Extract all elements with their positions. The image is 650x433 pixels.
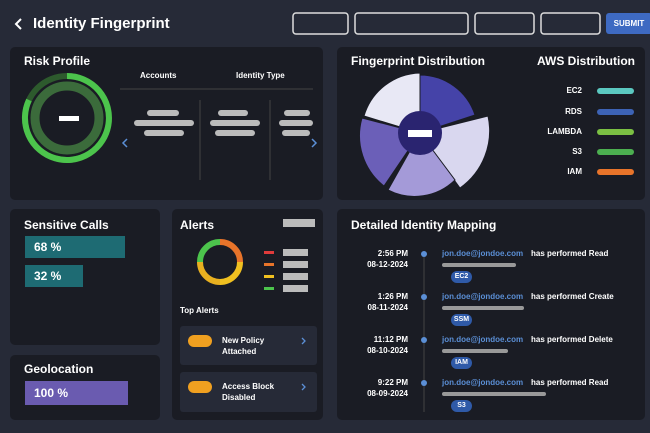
entry-time: 9:22 PM xyxy=(377,378,408,387)
entry-action: has performed Read xyxy=(531,249,609,258)
entry-action: has performed Create xyxy=(531,292,614,301)
percent-bar xyxy=(25,236,125,258)
panel xyxy=(337,209,645,420)
percent-label: 68 % xyxy=(34,240,62,254)
percent-label: 100 % xyxy=(34,386,69,400)
placeholder-dash xyxy=(408,130,432,137)
entry-tag: IAM xyxy=(451,357,472,369)
entry-time: 11:12 PM xyxy=(373,335,408,344)
risk-ring xyxy=(22,73,112,163)
prev-button[interactable] xyxy=(121,138,128,148)
column-header: Identity Type xyxy=(236,71,285,80)
input-box[interactable] xyxy=(540,12,601,35)
panel-title: Geolocation xyxy=(24,362,94,376)
entry-tag: S3 xyxy=(451,400,472,412)
entry-tag: SSM xyxy=(451,314,472,326)
page-title: Identity Fingerprint xyxy=(33,15,170,32)
timeline-dots xyxy=(421,251,427,386)
panel-title: Fingerprint Distribution xyxy=(351,54,485,68)
entry-user: jon.doe@jondoe.com xyxy=(442,335,524,344)
panel-title: Risk Profile xyxy=(24,54,91,68)
alert-badge xyxy=(188,381,212,393)
submit-label[interactable]: SUBMIT xyxy=(613,19,645,28)
placeholder-dash xyxy=(59,116,79,121)
panel-title: Sensitive Calls xyxy=(24,218,109,232)
alert-item[interactable] xyxy=(180,372,317,412)
legend-label: IAM xyxy=(567,167,582,176)
legend-label: RDS xyxy=(565,107,582,116)
input-box[interactable] xyxy=(292,12,349,35)
input-box[interactable] xyxy=(474,12,535,35)
percent-bar xyxy=(25,381,128,405)
next-button[interactable] xyxy=(311,138,318,148)
legend-label: LAMBDA xyxy=(547,127,582,136)
entry-date: 08-10-2024 xyxy=(367,346,408,355)
entry-time: 2:56 PM xyxy=(377,249,408,258)
alert-badge xyxy=(188,335,212,347)
column-header: Accounts xyxy=(140,71,177,80)
alerts-donut xyxy=(197,239,243,285)
placeholder-bars xyxy=(134,110,313,136)
entry-action: has performed Delete xyxy=(531,335,613,344)
section-title: Top Alerts xyxy=(180,306,219,315)
entry-date: 08-11-2024 xyxy=(367,303,408,312)
panel-title: Alerts xyxy=(180,218,215,232)
entry-date: 08-12-2024 xyxy=(367,260,408,269)
aws-legend-swatches xyxy=(597,88,634,175)
entry-tag: EC2 xyxy=(451,271,472,283)
entry-user: jon.doe@jondoe.com xyxy=(442,292,524,301)
alert-text: New Policy Attached xyxy=(222,336,265,356)
chevron xyxy=(301,337,306,345)
placeholder-bar xyxy=(283,219,315,227)
entry-action: has performed Read xyxy=(531,378,609,387)
panel-title: AWS Distribution xyxy=(537,54,635,68)
alerts-legend xyxy=(264,249,308,292)
back-button[interactable] xyxy=(14,18,22,30)
alert-text: Access Block Disabled xyxy=(222,382,275,402)
risk-ring-inner xyxy=(30,81,104,155)
percent-bar xyxy=(25,265,83,287)
percent-label: 32 % xyxy=(34,269,62,283)
entry-user: jon.doe@jondoe.com xyxy=(442,378,524,387)
legend-label: S3 xyxy=(572,147,582,156)
input-box[interactable] xyxy=(354,12,469,35)
chevron xyxy=(301,383,306,391)
alert-item[interactable] xyxy=(180,326,317,365)
entry-date: 08-09-2024 xyxy=(367,389,408,398)
entry-user: jon.doe@jondoe.com xyxy=(442,249,524,258)
submit-button[interactable] xyxy=(606,13,650,34)
entry-time: 1:26 PM xyxy=(377,292,408,301)
legend-label: EC2 xyxy=(566,86,582,95)
panel-title: Detailed Identity Mapping xyxy=(351,218,497,232)
placeholder-bars xyxy=(442,263,546,396)
